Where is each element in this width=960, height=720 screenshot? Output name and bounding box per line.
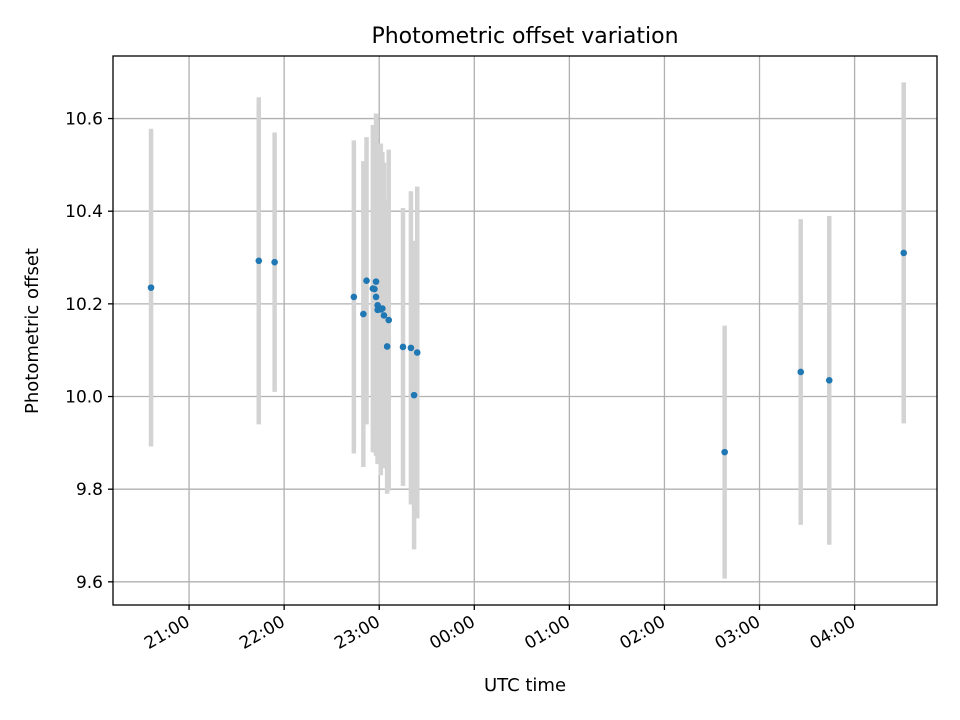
axis-ticks: 21:00 22:00 23:00 00:00 01:00 02:00 03:00 04:00… [65,110,859,654]
chart-title: Photometric offset variation [371,24,678,49]
x-tick-label: 00:00 [426,612,478,654]
x-tick-label: 21:00 [141,612,193,654]
data-point [399,343,407,351]
x-tick-label: 02:00 [617,612,669,654]
x-axis-label: UTC time [484,675,566,696]
data-point [825,377,833,384]
data-point [372,278,380,285]
data-point [385,316,393,324]
data-points [147,249,908,456]
data-point [363,277,370,284]
data-point [900,249,908,257]
y-tick-label: 9.6 [76,573,103,593]
plot-frame [112,55,938,606]
data-point [379,305,386,312]
data-point [360,310,367,318]
y-tick-label: 10.0 [65,388,103,408]
data-point [371,285,378,293]
x-tick-label: 23:00 [331,612,383,654]
grid [113,56,937,605]
data-point [383,343,391,350]
data-point [380,312,388,319]
data-point [407,344,415,352]
data-point [372,293,380,301]
data-point [413,349,421,356]
error-bars [148,82,906,579]
data-point [797,368,805,376]
data-point [255,257,263,265]
y-tick-label: 9.8 [76,480,103,500]
x-tick-label: 03:00 [712,612,764,654]
x-tick-label: 01:00 [521,612,573,654]
x-tick-label: 22:00 [236,612,288,654]
data-point [147,284,155,291]
y-axis-label: Photometric offset [22,248,43,414]
data-point [410,391,418,399]
data-point [350,293,358,301]
x-tick-label: 04:00 [807,612,859,654]
data-point [721,448,728,456]
y-tick-label: 10.2 [65,295,103,315]
y-tick-label: 10.4 [65,202,103,222]
data-point [271,258,278,266]
y-tick-label: 10.6 [65,110,103,130]
